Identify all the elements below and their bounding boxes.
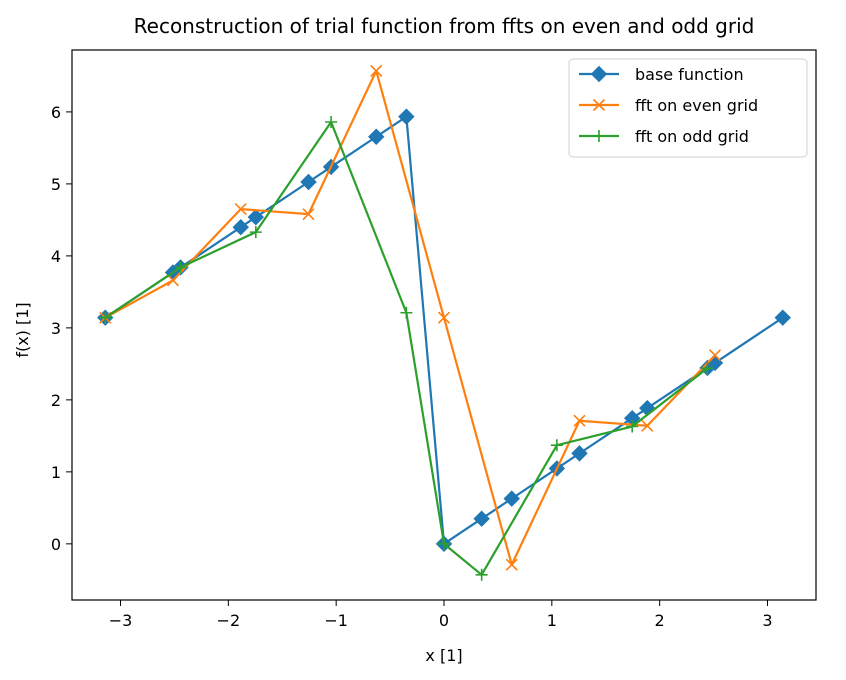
x-tick-label: −3 bbox=[109, 611, 133, 630]
x-tick-label: −2 bbox=[217, 611, 241, 630]
data-point bbox=[300, 173, 317, 191]
data-point bbox=[437, 311, 451, 324]
chart-title: Reconstruction of trial function from ff… bbox=[134, 14, 755, 38]
data-point bbox=[234, 203, 247, 216]
plot-area bbox=[97, 64, 791, 581]
data-point bbox=[400, 306, 413, 319]
data-point bbox=[571, 445, 588, 462]
data-point bbox=[774, 309, 791, 326]
data-point bbox=[438, 537, 450, 550]
data-point bbox=[503, 490, 520, 507]
y-tick-label: 5 bbox=[51, 175, 61, 194]
data-point bbox=[473, 510, 490, 527]
x-tick-label: −1 bbox=[324, 611, 348, 630]
series-line bbox=[104, 69, 716, 566]
data-point bbox=[701, 362, 714, 375]
legend-item: base function bbox=[579, 65, 744, 84]
y-tick-label: 4 bbox=[51, 247, 61, 266]
data-point bbox=[626, 420, 639, 433]
data-point bbox=[174, 261, 187, 274]
data-point bbox=[325, 115, 338, 128]
data-point bbox=[573, 414, 586, 427]
data-point bbox=[708, 349, 722, 362]
data-point bbox=[302, 208, 315, 221]
legend-marker bbox=[590, 65, 608, 83]
data-point bbox=[550, 439, 563, 452]
y-tick-label: 0 bbox=[51, 535, 61, 554]
series-base-function bbox=[97, 108, 791, 553]
legend-label: fft on odd grid bbox=[635, 127, 749, 146]
data-point bbox=[641, 419, 654, 432]
data-point bbox=[475, 568, 488, 581]
x-tick-label: 3 bbox=[762, 611, 772, 630]
x-axis-label: x [1] bbox=[425, 646, 462, 665]
y-axis: 0 1 2 3 4 5 6 bbox=[51, 103, 72, 554]
legend-label: base function bbox=[635, 65, 744, 84]
data-point bbox=[639, 399, 656, 417]
series-line bbox=[104, 120, 709, 576]
legend-marker bbox=[592, 98, 606, 112]
x-tick-label: 1 bbox=[547, 611, 557, 630]
y-tick-label: 3 bbox=[51, 319, 61, 338]
series-line bbox=[104, 115, 784, 545]
series-fft-on-even-grid bbox=[99, 64, 722, 571]
y-axis-label: f(x) [1] bbox=[13, 302, 32, 357]
data-point bbox=[99, 311, 112, 324]
data-point bbox=[232, 219, 249, 236]
legend-box bbox=[568, 58, 808, 158]
legend-item: fft on odd grid bbox=[579, 127, 749, 146]
data-point bbox=[166, 274, 180, 287]
x-tick-label: 2 bbox=[655, 611, 665, 630]
legend-marker bbox=[593, 130, 605, 142]
data-point bbox=[505, 558, 518, 571]
x-axis: −3 −2 −1 0 1 2 3 bbox=[109, 600, 773, 630]
legend-item: fft on even grid bbox=[579, 96, 758, 115]
data-point bbox=[368, 128, 385, 145]
y-tick-label: 6 bbox=[51, 103, 61, 122]
legend: base function fft on even grid fft on odd … bbox=[568, 58, 808, 158]
data-point bbox=[370, 64, 383, 77]
y-tick-label: 1 bbox=[51, 463, 61, 482]
data-point bbox=[247, 208, 265, 226]
x-tick-label: 0 bbox=[439, 611, 449, 630]
data-point bbox=[398, 108, 415, 125]
series-fft-on-odd-grid bbox=[99, 115, 714, 581]
data-point bbox=[249, 226, 262, 239]
legend-label: fft on even grid bbox=[635, 96, 758, 115]
y-tick-label: 2 bbox=[51, 391, 61, 410]
